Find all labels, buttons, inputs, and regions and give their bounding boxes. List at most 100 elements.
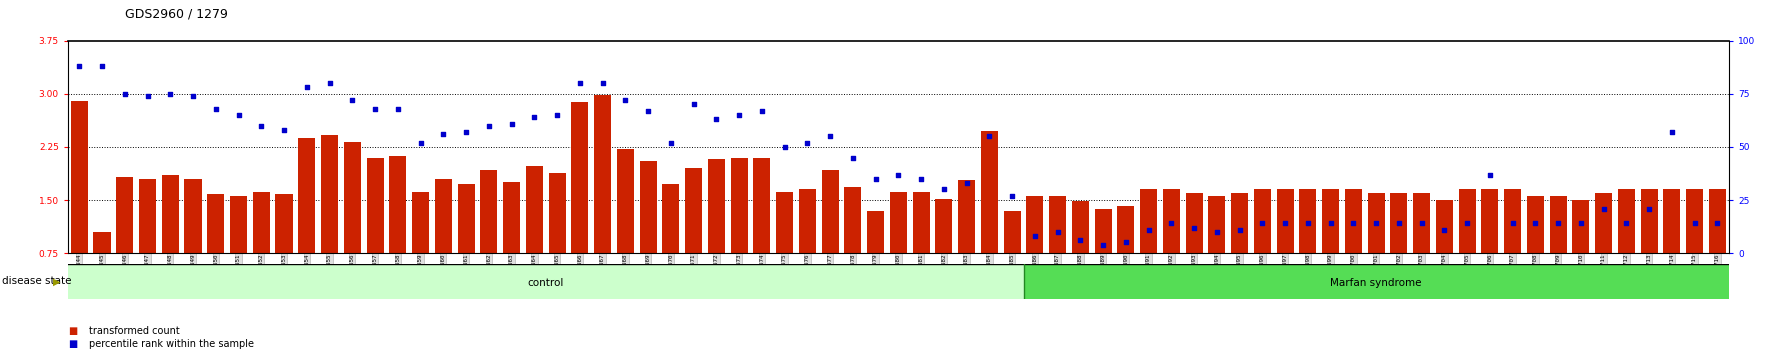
Bar [184,179,202,253]
Bar [981,131,998,253]
Point [1704,221,1732,226]
Bar [1413,193,1431,253]
Bar [1618,189,1634,253]
Point [452,129,480,135]
Point [748,108,777,114]
Bar [1254,189,1272,253]
Bar [1595,193,1613,253]
Point [1272,221,1300,226]
Point [975,133,1004,139]
Point [1657,129,1686,135]
Bar [1459,189,1475,253]
Point [520,114,548,120]
Bar [1209,196,1225,253]
Point [64,63,93,69]
Bar [480,170,497,253]
Point [611,97,639,103]
Bar [1572,200,1590,253]
Bar [389,156,407,253]
Point [1202,229,1231,235]
Bar [139,179,155,253]
Point [1225,227,1254,233]
Point [179,93,207,99]
Point [1613,221,1641,226]
Bar [275,194,293,253]
Point [1363,221,1391,226]
Bar [707,159,725,253]
Text: disease state: disease state [2,276,71,286]
Point [929,187,957,192]
Bar [798,189,816,253]
Point [111,91,139,97]
Point [1248,221,1277,226]
Bar [572,102,588,253]
Bar [1436,200,1454,253]
Point [543,112,572,118]
Bar [1345,189,1363,253]
Bar [525,166,543,253]
Point [839,155,868,160]
Bar [1023,264,1729,299]
Bar [777,192,793,253]
Bar [1481,189,1498,253]
Bar [207,194,225,253]
Bar [298,138,316,253]
Bar [457,184,475,253]
Bar [343,142,361,253]
Point [1407,221,1436,226]
Bar [1663,189,1681,253]
Point [497,121,525,126]
Point [405,140,434,145]
Point [1452,221,1481,226]
Point [475,123,504,129]
Point [702,116,730,122]
Bar [1277,189,1293,253]
Bar [254,192,270,253]
Text: percentile rank within the sample: percentile rank within the sample [89,339,254,349]
Bar [116,177,134,253]
Point [1431,227,1459,233]
Point [1066,238,1095,243]
Bar [1709,189,1725,253]
Text: ■: ■ [68,339,77,349]
Point [1111,240,1139,245]
Point [429,131,457,137]
Bar [1368,193,1384,253]
Bar [366,158,384,253]
Bar [1527,196,1543,253]
Text: GDS2960 / 1279: GDS2960 / 1279 [125,7,229,20]
Text: ▶: ▶ [54,276,61,286]
Point [725,112,754,118]
Bar [1072,201,1089,253]
Bar [434,179,452,253]
Bar [68,264,1023,299]
Point [1316,221,1345,226]
Point [884,172,913,177]
Point [907,176,936,182]
Point [293,85,321,90]
Point [1590,206,1618,211]
Point [155,91,184,97]
Point [338,97,366,103]
Bar [1300,189,1316,253]
Text: control: control [527,278,564,288]
Point [361,106,389,112]
Point [1043,229,1072,235]
Point [88,63,116,69]
Bar [1186,193,1202,253]
Bar [504,182,520,253]
Bar [1095,209,1111,253]
Point [793,140,822,145]
Point [1340,221,1368,226]
Bar [913,192,931,253]
Bar [889,192,907,253]
Bar [595,95,611,253]
Bar [321,135,338,253]
Point [1475,172,1504,177]
Point [1566,221,1595,226]
Point [566,80,595,86]
Point [1134,227,1163,233]
Point [1498,221,1527,226]
Bar [754,158,770,253]
Text: ■: ■ [68,326,77,336]
